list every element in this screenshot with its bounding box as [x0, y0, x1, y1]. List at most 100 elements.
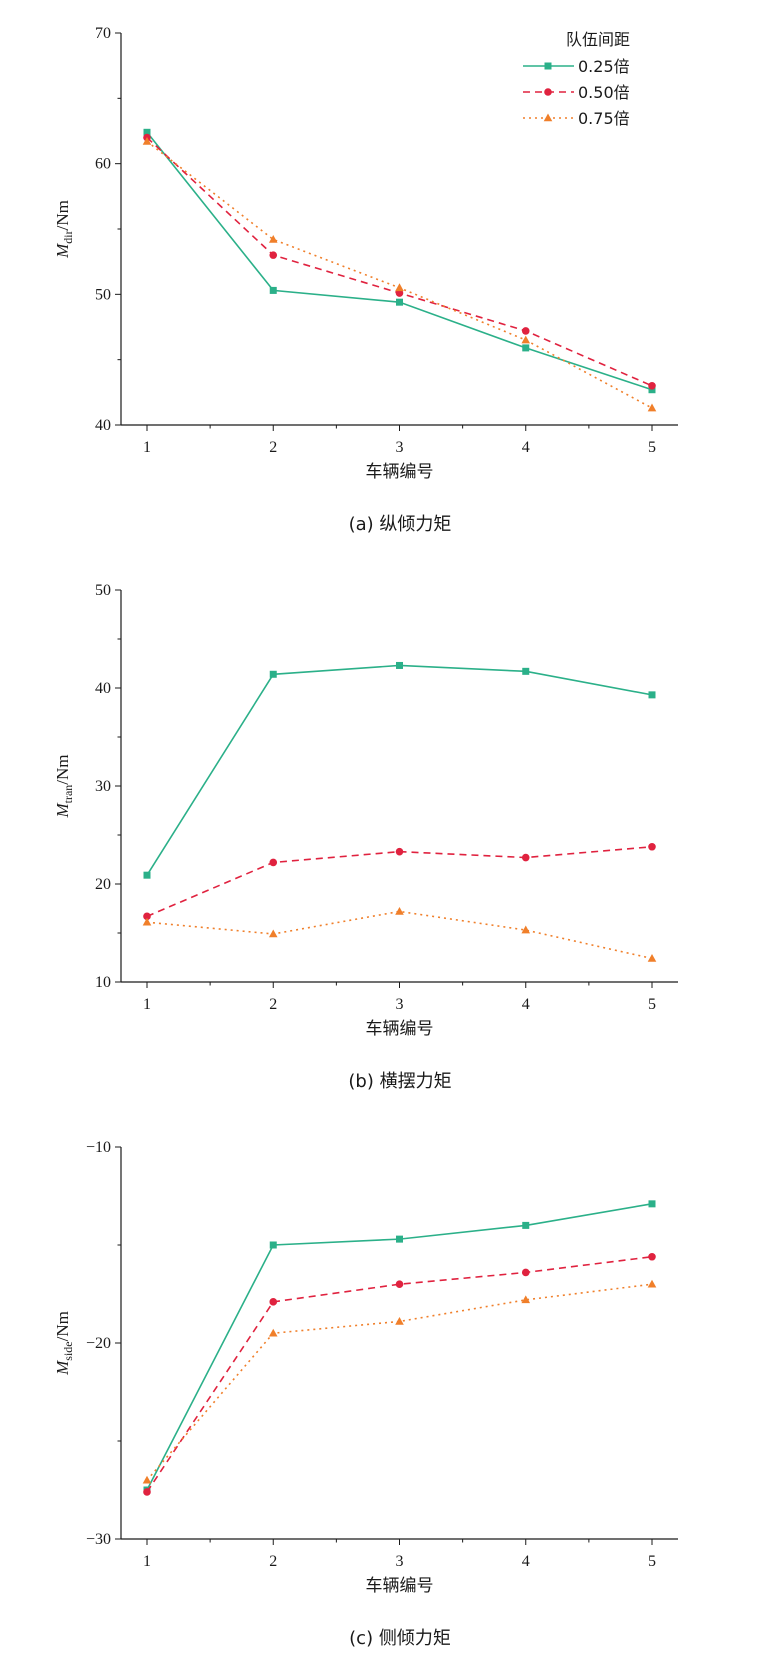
series-line-2	[146, 1255, 653, 1493]
data-point-s2-4	[521, 327, 530, 335]
y-tick-label: −10	[86, 1139, 111, 1156]
data-point-s1-2	[269, 286, 277, 294]
legend-label-1: 0.25倍	[578, 57, 630, 76]
data-point-s3-4	[521, 925, 531, 934]
data-point-s2-2	[269, 251, 278, 259]
data-point-s3-5	[647, 953, 657, 962]
data-point-s1-3	[396, 1235, 403, 1243]
y-tick-label: −30	[86, 1531, 111, 1548]
chart-panel-2: 10 20 30 40 50 1 2 3 4 5 车辆编号 Mtran/Nm (b) 横摆力矩	[53, 582, 678, 1092]
y-axis-title: Mside/Nm	[53, 1311, 75, 1376]
y-tick-label: 70	[95, 25, 111, 42]
data-point-s1-5	[648, 1200, 656, 1208]
data-point-s3-2	[268, 1328, 278, 1337]
y-tick-label: 10	[95, 974, 111, 991]
data-point-s1-5	[648, 691, 656, 699]
data-point-s3-1	[142, 1475, 152, 1484]
data-point-s1-2	[269, 670, 277, 678]
chart-caption: (a) 纵倾力矩	[349, 514, 452, 535]
data-point-s1-5	[648, 386, 656, 394]
x-tick-label: 5	[648, 1553, 656, 1570]
data-point-s3-4	[521, 1295, 531, 1304]
y-tick-label: 60	[95, 156, 111, 173]
y-axis-title: Mdir/Nm	[53, 200, 75, 259]
x-axis-title: 车辆编号	[366, 1576, 434, 1596]
data-point-s2-4	[521, 1268, 530, 1277]
data-point-s3-2	[268, 234, 278, 243]
data-point-s3-3	[395, 1316, 404, 1325]
data-point-s3-3	[395, 906, 404, 915]
chart-caption: (b) 横摆力矩	[348, 1071, 451, 1092]
data-point-s2-3	[395, 1280, 404, 1288]
x-tick-label: 4	[522, 996, 530, 1013]
data-point-s3-4	[521, 335, 531, 344]
x-axis-title: 车辆编号	[366, 1019, 434, 1039]
y-axis-title: Mtran/Nm	[53, 754, 75, 818]
legend-marker-3	[543, 113, 553, 122]
x-tick-label: 1	[143, 439, 151, 456]
x-axis-title: 车辆编号	[366, 462, 434, 482]
x-tick-label: 2	[269, 996, 277, 1013]
data-point-s1-1	[143, 128, 151, 136]
data-point-s2-3	[395, 289, 404, 297]
x-tick-label: 5	[648, 439, 656, 456]
data-point-s2-5	[648, 382, 656, 390]
chart-caption: (c) 侧倾力矩	[349, 1628, 451, 1649]
legend-marker-1	[544, 62, 552, 70]
y-tick-label: 50	[95, 286, 111, 303]
x-tick-label: 1	[143, 1553, 151, 1570]
data-point-s2-4	[521, 853, 530, 862]
series-line-1	[146, 1203, 653, 1491]
legend-marker-2	[544, 88, 552, 96]
chart-panel-3: −30 −20 −10 1 2 3 4 5 车辆编号 Mside/Nm (c) 侧倾力矩	[53, 1139, 678, 1649]
series-line-3	[146, 910, 653, 960]
series-line-3	[146, 140, 653, 409]
data-point-s2-2	[269, 858, 278, 867]
data-point-s3-2	[268, 929, 278, 938]
data-point-s2-2	[269, 1298, 278, 1306]
data-point-s3-1	[142, 917, 152, 926]
series-line-2	[146, 136, 653, 387]
legend: 队伍间距 0.25倍 0.50倍 0.75倍	[523, 30, 630, 128]
legend-label-2: 0.50倍	[578, 83, 630, 102]
data-point-s3-5	[647, 403, 657, 412]
chart-panel-1: 40 50 60 70 1 2 3 4 5 车辆编号 Mdir/Nm (a) 纵倾力矩 队伍间距 0.25…	[53, 25, 678, 535]
legend-label-3: 0.75倍	[578, 109, 630, 128]
y-tick-label: 30	[95, 778, 111, 795]
y-tick-label: 40	[95, 680, 111, 697]
y-tick-label: 50	[95, 582, 111, 599]
x-tick-label: 4	[522, 439, 530, 456]
data-point-s1-4	[522, 344, 530, 352]
data-point-s1-2	[269, 1241, 277, 1249]
data-point-s2-1	[143, 912, 151, 921]
x-tick-label: 3	[396, 996, 404, 1013]
data-point-s3-5	[647, 1279, 657, 1288]
data-point-s3-1	[142, 136, 152, 145]
x-tick-label: 5	[648, 996, 656, 1013]
data-point-s2-3	[395, 847, 404, 856]
data-point-s1-4	[522, 1221, 530, 1229]
data-point-s3-3	[395, 283, 404, 292]
x-tick-label: 1	[143, 996, 151, 1013]
y-tick-label: −20	[86, 1335, 111, 1352]
data-point-s1-1	[143, 871, 151, 879]
x-tick-label: 4	[522, 1553, 530, 1570]
data-point-s2-5	[648, 1252, 656, 1261]
x-tick-label: 3	[396, 439, 404, 456]
data-point-s2-1	[143, 1488, 151, 1496]
series-line-1	[146, 131, 653, 391]
x-tick-label: 3	[396, 1553, 404, 1570]
data-point-s1-3	[396, 298, 403, 306]
x-tick-label: 2	[269, 1553, 277, 1570]
data-point-s1-3	[396, 661, 403, 669]
data-point-s2-5	[648, 842, 656, 851]
series-line-3	[146, 1283, 653, 1481]
y-tick-label: 40	[95, 417, 111, 434]
y-tick-label: 20	[95, 876, 111, 893]
series-line-1	[146, 664, 653, 876]
data-point-s1-4	[522, 667, 530, 675]
series-line-2	[146, 845, 653, 918]
legend-title: 队伍间距	[566, 30, 630, 49]
x-tick-label: 2	[269, 439, 277, 456]
